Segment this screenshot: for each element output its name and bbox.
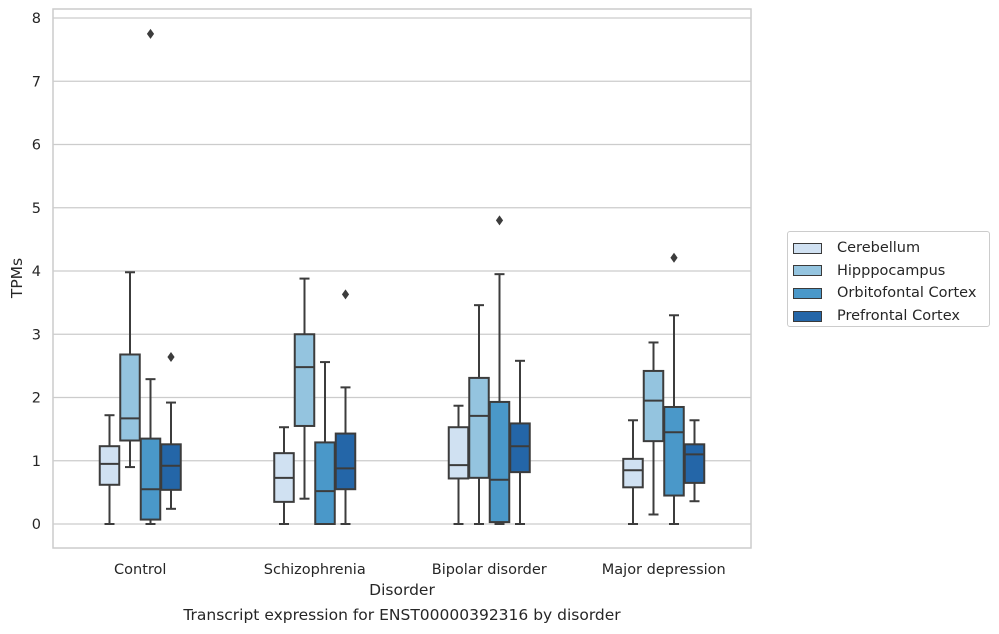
y-axis-label: TPMs bbox=[8, 258, 26, 299]
iqr-box bbox=[663, 405, 685, 497]
legend-swatch bbox=[793, 265, 822, 277]
y-tick-label: 7 bbox=[32, 74, 41, 90]
box-prefrontal-cortex bbox=[160, 352, 182, 510]
outlier-point bbox=[341, 289, 350, 300]
iqr-box bbox=[139, 437, 162, 521]
iqr-box bbox=[509, 422, 531, 474]
box-hipppocampus bbox=[119, 271, 141, 469]
x-tick-label: Schizophrenia bbox=[264, 562, 366, 578]
box-orbitofontal-cortex bbox=[139, 28, 162, 525]
box-hipppocampus bbox=[642, 341, 665, 516]
legend-label: Orbitofontal Cortex bbox=[837, 285, 977, 302]
legend-swatch bbox=[793, 310, 822, 322]
y-tick-label: 4 bbox=[32, 264, 41, 280]
x-tick-label: Bipolar disorder bbox=[432, 562, 547, 578]
y-tick-label: 2 bbox=[32, 391, 41, 407]
y-tick-label: 1 bbox=[32, 454, 41, 470]
box-orbitofontal-cortex bbox=[488, 215, 511, 525]
iqr-box bbox=[447, 426, 470, 480]
legend-label: Hipppocampus bbox=[837, 262, 946, 279]
iqr-box bbox=[468, 376, 490, 479]
box-cerebellum bbox=[622, 419, 644, 525]
legend-swatch bbox=[793, 242, 822, 254]
x-tick-label: Major depression bbox=[602, 562, 726, 578]
box-cerebellum bbox=[273, 426, 295, 525]
iqr-box bbox=[622, 457, 644, 489]
iqr-box bbox=[160, 443, 182, 491]
plot-frame bbox=[52, 8, 752, 549]
iqr-box bbox=[642, 369, 665, 443]
iqr-box bbox=[119, 353, 141, 442]
y-tick-label: 5 bbox=[32, 201, 41, 217]
box-prefrontal-cortex bbox=[509, 359, 531, 525]
box-orbitofontal-cortex bbox=[314, 361, 336, 525]
box-prefrontal-cortex bbox=[334, 289, 357, 525]
legend-label: Prefrontal Cortex bbox=[837, 308, 960, 325]
iqr-box bbox=[293, 333, 316, 427]
y-tick-label: 3 bbox=[32, 327, 41, 343]
legend-item: Orbitofontal Cortex bbox=[793, 282, 989, 305]
chart-caption: Transcript expression for ENST0000039231… bbox=[183, 606, 621, 624]
legend-item: Cerebellum bbox=[793, 237, 989, 260]
iqr-box bbox=[314, 441, 336, 525]
iqr-box bbox=[683, 443, 706, 484]
box-prefrontal-cortex bbox=[683, 419, 706, 503]
iqr-box bbox=[334, 432, 357, 491]
y-tick-label: 0 bbox=[32, 517, 41, 533]
box-orbitofontal-cortex bbox=[663, 252, 685, 525]
y-tick-label: 8 bbox=[32, 11, 41, 27]
x-axis-label: Disorder bbox=[369, 581, 435, 599]
outlier-point bbox=[167, 352, 175, 363]
legend-item: Prefrontal Cortex bbox=[793, 305, 989, 328]
legend-label: Cerebellum bbox=[837, 240, 921, 257]
legend: Cerebellum Hipppocampus Orbitofontal Corte… bbox=[787, 231, 990, 327]
box-cerebellum bbox=[447, 404, 470, 525]
outlier-point bbox=[146, 28, 155, 39]
box-cerebellum bbox=[98, 414, 121, 525]
x-tick-label: Control bbox=[114, 562, 166, 578]
legend-swatch bbox=[793, 287, 822, 299]
legend-item: Hipppocampus bbox=[793, 260, 989, 283]
outlier-point bbox=[495, 215, 504, 226]
box-hipppocampus bbox=[468, 304, 490, 525]
iqr-box bbox=[488, 400, 511, 524]
box-hipppocampus bbox=[293, 277, 316, 500]
iqr-box bbox=[98, 445, 121, 486]
y-tick-label: 6 bbox=[32, 138, 41, 154]
outlier-point bbox=[670, 252, 678, 263]
